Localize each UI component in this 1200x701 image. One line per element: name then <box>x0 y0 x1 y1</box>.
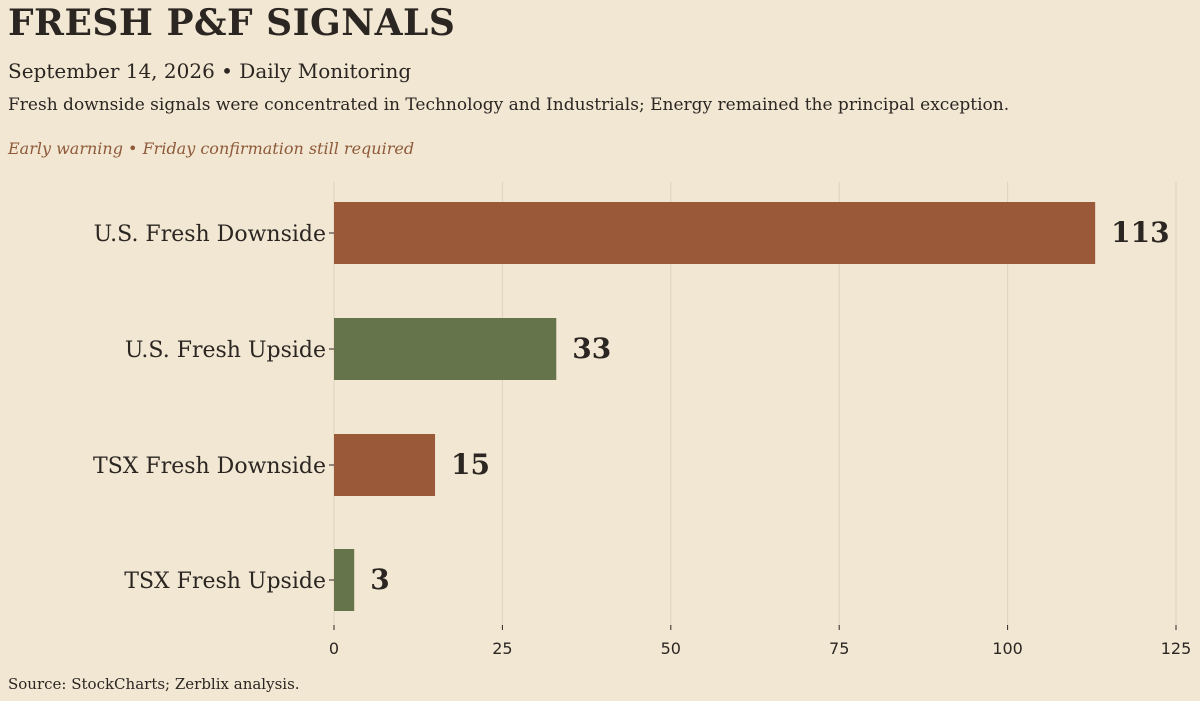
value-label: 113 <box>1111 216 1169 249</box>
x-tick-label: 25 <box>492 639 512 658</box>
warning-note: Early warning • Friday confirmation stil… <box>8 139 415 158</box>
x-tick-label: 0 <box>329 639 339 658</box>
bar <box>334 434 436 496</box>
x-tick-label: 50 <box>661 639 681 658</box>
bar <box>334 549 355 611</box>
category-label: U.S. Fresh Upside <box>125 338 326 363</box>
x-tick-label: 75 <box>829 639 849 658</box>
bar <box>334 202 1096 264</box>
source-note: Source: StockCharts; Zerblix analysis. <box>8 675 300 693</box>
category-label: U.S. Fresh Downside <box>94 222 326 247</box>
value-label: 33 <box>572 332 611 365</box>
value-label: 3 <box>370 563 389 596</box>
x-tick-label: 100 <box>992 639 1023 658</box>
category-label: TSX Fresh Downside <box>93 454 326 479</box>
page-title: FRESH P&F SIGNALS <box>8 2 456 44</box>
bars <box>334 202 1096 611</box>
bar <box>334 318 557 380</box>
date-subtitle: September 14, 2026 • Daily Monitoring <box>8 59 412 83</box>
summary-text: Fresh downside signals were concentrated… <box>8 95 1010 115</box>
x-tick-label: 125 <box>1161 639 1192 658</box>
category-label: TSX Fresh Upside <box>124 569 326 594</box>
labels: U.S. Fresh Downside 113 U.S. Fresh Upside 3… <box>93 216 1170 596</box>
value-label: 15 <box>451 448 490 481</box>
x-axis: 0 25 50 75 100 125 <box>329 232 1192 658</box>
